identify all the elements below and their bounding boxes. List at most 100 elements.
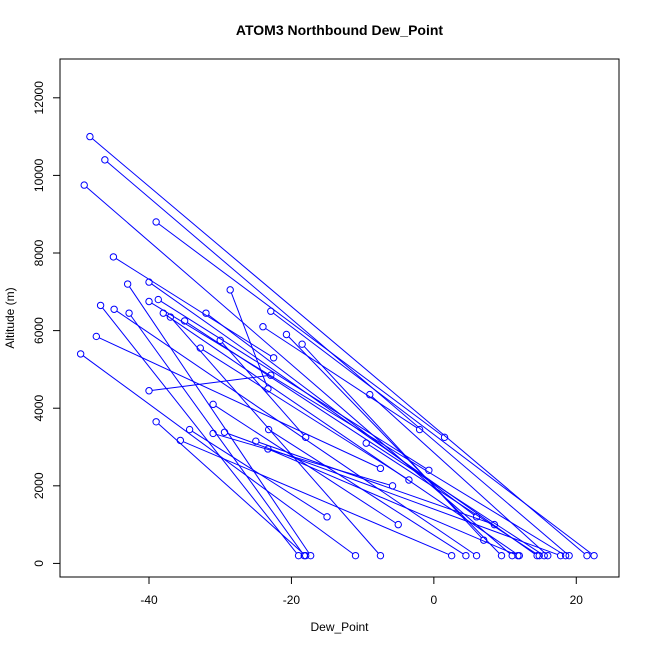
- series-line: [368, 444, 537, 555]
- series-line: [371, 396, 546, 554]
- y-tick-label: 2000: [32, 472, 46, 499]
- data-point: [415, 425, 424, 434]
- data-point: [298, 340, 306, 348]
- data-point: [209, 400, 217, 409]
- series-line: [106, 161, 568, 554]
- data-point: [269, 354, 278, 362]
- series-line: [82, 355, 354, 555]
- series-line: [270, 449, 516, 555]
- profile-series: [176, 436, 456, 560]
- data-point: [535, 551, 543, 560]
- plot-frame: [59, 58, 620, 578]
- series-line: [160, 300, 427, 470]
- data-point: [76, 350, 85, 358]
- profile-series: [264, 445, 522, 560]
- profile-series: [366, 390, 552, 560]
- series-line: [303, 346, 482, 539]
- data-point: [145, 297, 153, 306]
- x-tick-label: 0: [431, 593, 438, 607]
- data-point: [226, 286, 234, 294]
- profile-series: [259, 323, 424, 434]
- data-point: [123, 280, 132, 288]
- x-tick-label: -20: [283, 593, 301, 607]
- profile-series: [152, 218, 449, 442]
- series-line: [102, 307, 297, 554]
- series-line: [258, 441, 492, 525]
- data-point: [96, 301, 105, 310]
- profile-series: [196, 344, 413, 484]
- series-line: [271, 430, 464, 555]
- y-tick-label: 8000: [32, 239, 46, 266]
- y-tick-label: 0: [32, 560, 46, 567]
- series-line: [151, 302, 564, 555]
- data-point: [152, 418, 160, 426]
- data-point: [92, 332, 101, 341]
- data-point: [185, 425, 194, 434]
- data-point: [294, 551, 303, 560]
- series-line: [227, 432, 558, 556]
- series-line: [183, 441, 449, 555]
- profile-series: [220, 428, 565, 560]
- data-point: [376, 464, 385, 473]
- data-point: [202, 309, 210, 317]
- data-point: [159, 309, 167, 317]
- series-line: [172, 319, 379, 554]
- profile-series: [109, 253, 278, 362]
- profile-series: [92, 332, 385, 473]
- data-point: [362, 439, 370, 447]
- data-point: [533, 551, 541, 560]
- data-point: [514, 551, 522, 560]
- data-point: [282, 330, 291, 339]
- series-line: [202, 349, 407, 479]
- profile-series: [86, 132, 591, 560]
- profile-series: [145, 371, 275, 395]
- profile-series: [101, 156, 573, 560]
- series-line: [158, 423, 304, 554]
- data-point: [462, 551, 470, 560]
- data-point: [267, 371, 275, 379]
- series-line: [216, 433, 390, 486]
- series-line: [215, 405, 396, 524]
- y-tick-label: 4000: [32, 395, 46, 422]
- data-point: [301, 551, 310, 560]
- series-line: [116, 310, 475, 555]
- data-point: [109, 253, 118, 261]
- data-point: [394, 520, 402, 529]
- data-point: [472, 551, 481, 560]
- profile-series: [145, 297, 570, 560]
- data-point: [351, 551, 360, 560]
- data-point: [110, 305, 118, 313]
- x-tick-label: -40: [140, 593, 158, 607]
- plot-area: [76, 132, 598, 560]
- data-point: [508, 551, 516, 560]
- data-point: [252, 437, 260, 445]
- profile-series: [282, 330, 506, 560]
- data-point: [152, 218, 160, 226]
- series-line: [151, 283, 535, 555]
- data-point: [86, 132, 94, 141]
- data-point: [101, 156, 109, 164]
- data-point: [323, 513, 331, 521]
- data-point: [583, 551, 591, 560]
- data-point: [440, 433, 449, 442]
- data-point: [544, 551, 552, 560]
- profile-series: [362, 439, 543, 560]
- x-axis-label: Dew_Point: [310, 620, 369, 634]
- data-point: [220, 428, 229, 436]
- series-line: [273, 312, 592, 555]
- data-point: [264, 425, 273, 434]
- series-line: [165, 314, 517, 555]
- series-line: [158, 223, 443, 436]
- series-line: [99, 337, 378, 468]
- data-point: [264, 445, 272, 453]
- data-point: [447, 551, 456, 560]
- y-axis-label: Altitude (m): [3, 287, 17, 348]
- series-line: [129, 286, 310, 554]
- chart-title: ATOM3 Northbound Dew_Point: [236, 22, 443, 38]
- data-point: [196, 344, 204, 352]
- data-point: [267, 307, 275, 315]
- data-point: [125, 309, 133, 317]
